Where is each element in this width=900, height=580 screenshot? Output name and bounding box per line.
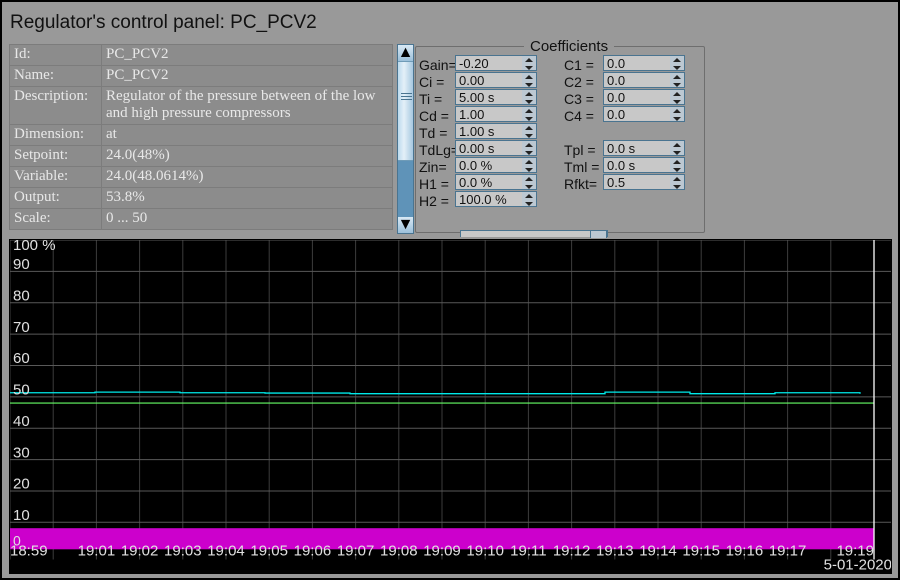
svg-text:19:15: 19:15	[682, 543, 720, 560]
svg-text:19:14: 19:14	[639, 543, 677, 560]
svg-text:90: 90	[13, 256, 30, 273]
svg-text:100 %: 100 %	[13, 240, 56, 254]
svg-text:19:16: 19:16	[726, 543, 764, 560]
svg-text:60: 60	[13, 350, 30, 367]
svg-text:19:05: 19:05	[250, 543, 288, 560]
svg-text:19:01: 19:01	[78, 543, 116, 560]
svg-text:80: 80	[13, 287, 30, 304]
svg-text:30: 30	[13, 444, 30, 461]
svg-text:19:09: 19:09	[423, 543, 461, 560]
svg-text:5-01-2020: 5-01-2020	[824, 557, 892, 574]
svg-text:20: 20	[13, 476, 30, 493]
svg-text:40: 40	[13, 413, 30, 430]
svg-text:19:03: 19:03	[164, 543, 202, 560]
svg-text:18:59: 18:59	[10, 543, 48, 560]
svg-text:19:10: 19:10	[466, 543, 504, 560]
svg-text:70: 70	[13, 319, 30, 336]
svg-text:19:07: 19:07	[337, 543, 375, 560]
svg-text:19:04: 19:04	[207, 543, 245, 560]
svg-text:19:08: 19:08	[380, 543, 418, 560]
svg-text:19:06: 19:06	[294, 543, 332, 560]
svg-text:19:13: 19:13	[596, 543, 634, 560]
svg-text:10: 10	[13, 507, 30, 524]
svg-text:19:17: 19:17	[769, 543, 807, 560]
svg-text:19:02: 19:02	[121, 543, 159, 560]
svg-text:19:11: 19:11	[510, 543, 546, 560]
svg-text:50: 50	[13, 382, 30, 399]
svg-text:19:12: 19:12	[553, 543, 591, 560]
